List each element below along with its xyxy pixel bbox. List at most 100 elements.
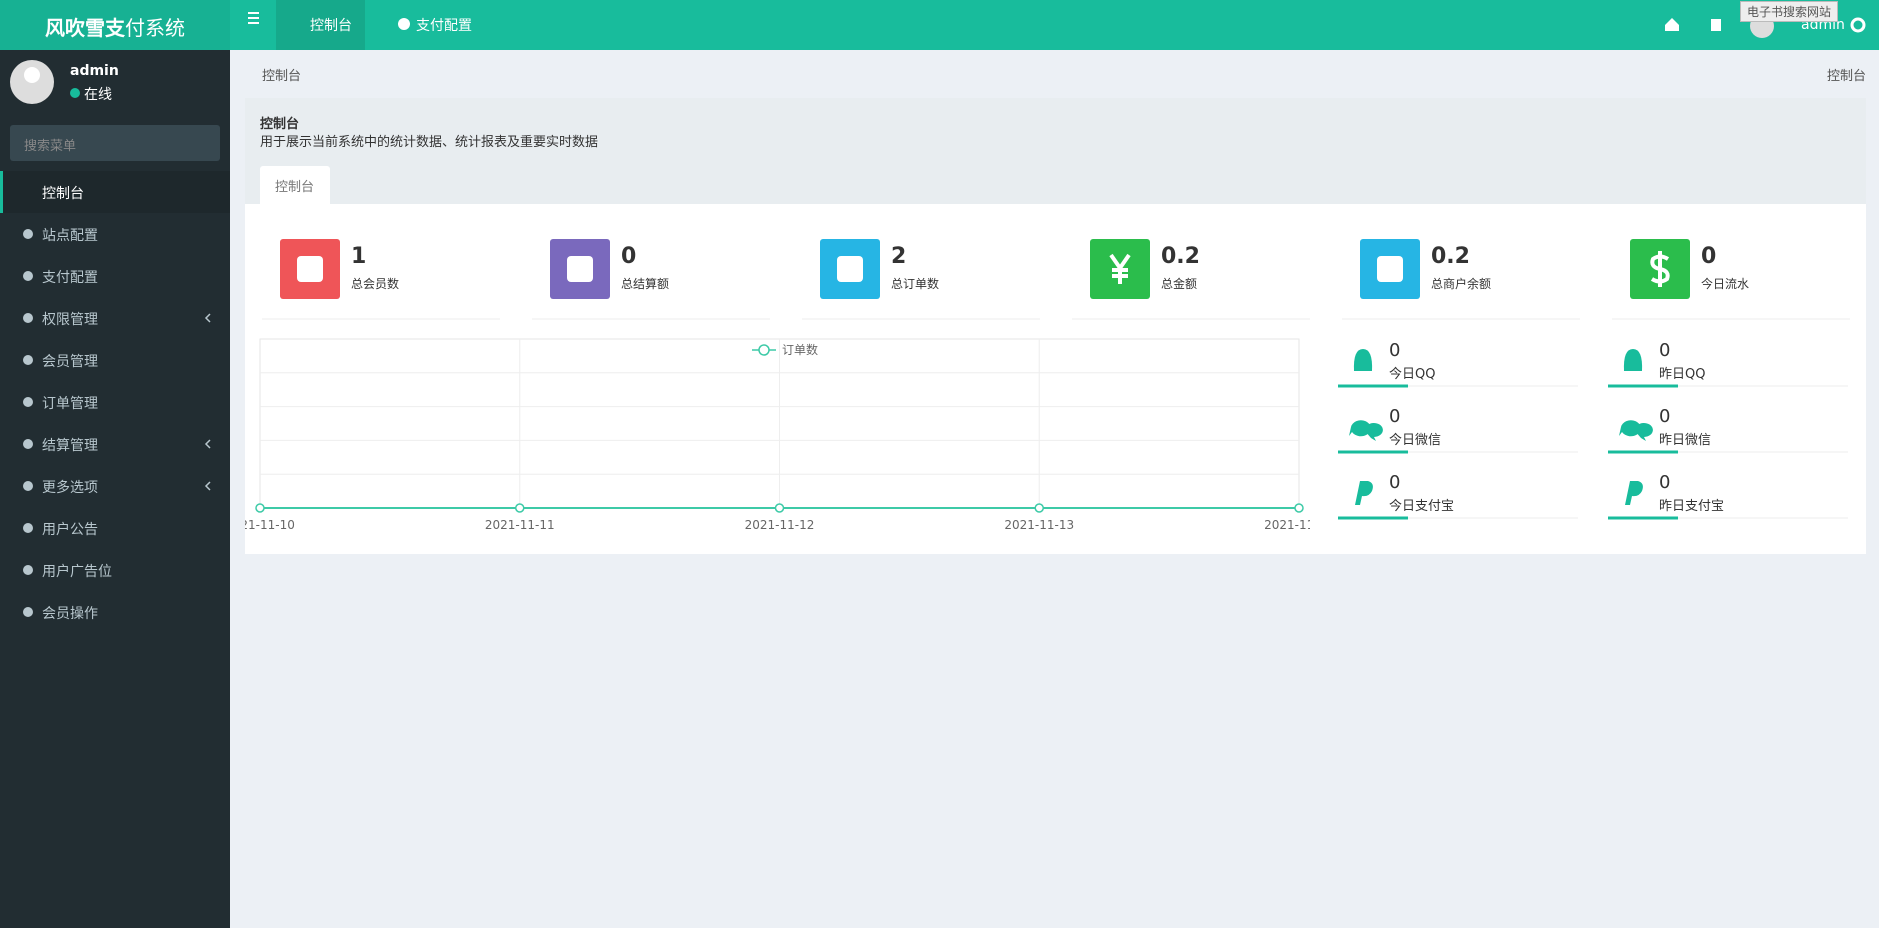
mini-stat-value: 0 xyxy=(1659,406,1671,427)
search-box[interactable] xyxy=(10,125,220,161)
stat-label: 总会员数 xyxy=(351,277,400,291)
sidebar-user: admin xyxy=(70,63,119,79)
sidebar-graphics xyxy=(10,60,211,617)
mini-stat-label: 昨日微信 xyxy=(1659,433,1712,448)
chart: 2021-11-10 2021-11-11 2021-11-12 2021-11-13… xyxy=(245,338,1310,532)
stat-label: 总订单数 xyxy=(891,277,940,291)
mini-stat-icon xyxy=(1623,349,1643,371)
yen-icon xyxy=(1109,253,1131,284)
nav-item[interactable]: 控制台 xyxy=(310,18,352,34)
menu-toggle-bar xyxy=(248,12,259,14)
menu-icon xyxy=(23,229,33,239)
legend-marker xyxy=(758,344,770,356)
mini-stat-label: 昨日支付宝 xyxy=(1659,499,1725,514)
trash-icon xyxy=(1711,19,1721,31)
stat-label: 总商户余额 xyxy=(1431,277,1492,291)
legend-label: 订单数 xyxy=(782,342,818,357)
series-point xyxy=(515,503,525,513)
menu-item[interactable]: 更多选项 xyxy=(42,480,98,496)
series-point xyxy=(774,503,785,513)
avatar-head xyxy=(24,67,40,83)
stat-value: 0.2 xyxy=(1431,244,1470,269)
menu-item[interactable]: 用户公告 xyxy=(42,522,98,538)
mini-stat-value: 0 xyxy=(1389,340,1401,361)
mini-stat-label: 今日支付宝 xyxy=(1389,499,1455,514)
panel-desc: 用于展示当前系统中的统计数据、统计报表及重要实时数据 xyxy=(260,135,599,150)
menu-item[interactable]: 订单管理 xyxy=(42,396,98,412)
mini-stat-label: 昨日QQ xyxy=(1659,367,1706,382)
x-tick-label: 2021-11-14 xyxy=(1264,518,1310,532)
x-tick-label: 2021-11-13 xyxy=(1004,518,1074,532)
menu-item[interactable]: 站点配置 xyxy=(42,228,98,244)
logo-rest: 付系统 xyxy=(125,16,185,40)
mini-stat-icon xyxy=(1355,481,1373,505)
menu-arrow xyxy=(204,481,211,491)
online-dot xyxy=(70,88,80,98)
sidebar-status: 在线 xyxy=(84,87,112,103)
menu-icon xyxy=(23,397,33,407)
menu-item[interactable]: 会员管理 xyxy=(42,354,98,370)
x-tick-label: 2021-11-11 xyxy=(485,518,555,532)
header-icons xyxy=(248,12,1866,38)
panel-title: 控制台 xyxy=(260,117,300,132)
tab xyxy=(260,166,330,204)
series-point xyxy=(255,503,265,513)
menu-active-bg xyxy=(0,171,230,213)
stat-label: 总结算额 xyxy=(621,277,670,291)
menu-icon xyxy=(23,523,33,533)
logo-area xyxy=(0,0,230,50)
nav-item[interactable]: 支付配置 xyxy=(416,18,472,34)
menu-icon xyxy=(23,271,33,281)
menu-icon xyxy=(23,481,33,491)
mini-stat-value: 0 xyxy=(1389,406,1401,427)
mini-stat-label: 今日微信 xyxy=(1389,433,1442,448)
menu-arrow xyxy=(204,313,211,323)
panel-header xyxy=(245,98,1866,204)
nav-icon xyxy=(398,18,410,30)
mini-stat-value: 0 xyxy=(1659,472,1671,493)
mini-stat-label: 今日QQ xyxy=(1389,367,1436,382)
tab-label[interactable]: 控制台 xyxy=(275,180,315,195)
stat-value: 0 xyxy=(1701,244,1717,269)
stat-label: 总金额 xyxy=(1161,277,1198,291)
nav-active-bg xyxy=(276,0,365,50)
menu-item[interactable]: 会员操作 xyxy=(42,606,98,622)
mini-stat-value: 0 xyxy=(1389,472,1401,493)
breadcrumb-right: 控制台 xyxy=(1826,69,1866,84)
tooltip: 电子书搜索网站 xyxy=(1740,1,1839,22)
menu-arrow xyxy=(204,439,211,449)
menu-icon xyxy=(23,355,33,365)
mini-stat-value: 0 xyxy=(1659,340,1671,361)
menu-item[interactable]: 权限管理 xyxy=(42,312,98,328)
stat-value: 1 xyxy=(351,244,367,269)
series-point xyxy=(1034,503,1044,513)
logo-bold: 风吹雪支 xyxy=(45,16,125,40)
x-tick-label: 2021-11-10 xyxy=(245,518,295,532)
menu-item[interactable]: 用户广告位 xyxy=(42,564,112,580)
dollar-icon xyxy=(1650,251,1670,287)
menu-icon xyxy=(23,439,33,449)
mini-stat-icon xyxy=(1353,349,1373,371)
stat-value: 0 xyxy=(621,244,637,269)
stat-glyph xyxy=(297,256,323,282)
series-point xyxy=(1294,503,1304,513)
stat-glyph xyxy=(567,256,593,282)
mini-stat-icon xyxy=(1349,420,1383,441)
breadcrumb: 控制台 xyxy=(262,69,302,84)
menu-item[interactable]: 控制台 xyxy=(42,186,84,202)
menu-item[interactable]: 结算管理 xyxy=(42,438,98,454)
stat-value: 0.2 xyxy=(1161,244,1200,269)
menu-icon xyxy=(23,607,33,617)
mini-stat-icon xyxy=(1619,420,1653,441)
stat-glyph xyxy=(1377,256,1403,282)
stat-glyph xyxy=(837,256,863,282)
stat-label: 今日流水 xyxy=(1701,277,1750,291)
menu-icon xyxy=(23,313,33,323)
stat-value: 2 xyxy=(891,244,907,269)
menu-item[interactable]: 支付配置 xyxy=(42,270,98,286)
menu-icon xyxy=(23,565,33,575)
menu-toggle-bar xyxy=(248,17,259,19)
logo: 风吹雪支付系统 xyxy=(45,12,185,41)
mini-stat-icon xyxy=(1625,481,1643,505)
